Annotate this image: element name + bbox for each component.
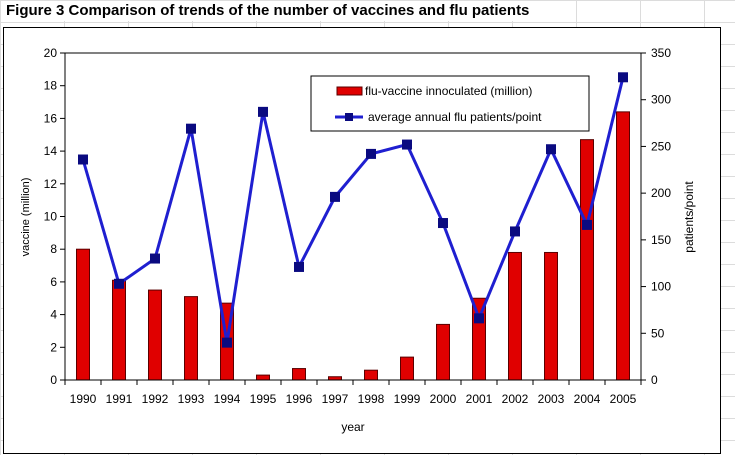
x-tick-label-1991: 1991 bbox=[106, 392, 133, 406]
vaccine-bar-2002 bbox=[508, 251, 522, 381]
flu-patients-point-1993 bbox=[186, 123, 196, 134]
right-tick-label-300: 300 bbox=[651, 93, 671, 107]
right-tick-label-350: 350 bbox=[651, 46, 671, 60]
right-tick-label-150: 150 bbox=[651, 233, 671, 247]
left-tick-label-2: 2 bbox=[50, 340, 57, 354]
legend-bar-swatch bbox=[336, 86, 363, 96]
x-tick-label-1995: 1995 bbox=[250, 392, 277, 406]
flu-patients-line bbox=[81, 76, 625, 343]
right-tick-label-100: 100 bbox=[651, 280, 671, 294]
left-tick-label-20: 20 bbox=[44, 46, 58, 60]
flu-patients-point-2003 bbox=[546, 144, 556, 155]
left-tick-label-10: 10 bbox=[44, 210, 58, 224]
flu-patients-point-2002 bbox=[510, 226, 520, 237]
left-tick-label-12: 12 bbox=[44, 177, 58, 191]
left-tick-label-4: 4 bbox=[50, 308, 57, 322]
legend: flu-vaccine innoculated (million) averag… bbox=[310, 75, 590, 132]
x-tick-label-2002: 2002 bbox=[502, 392, 529, 406]
flu-patients-point-2005 bbox=[618, 72, 628, 83]
flu-patients-point-2004 bbox=[582, 219, 592, 230]
left-tick-label-6: 6 bbox=[50, 275, 57, 289]
x-axis-label: year bbox=[341, 420, 364, 434]
x-tick-label-1998: 1998 bbox=[358, 392, 385, 406]
vaccine-bar-1992 bbox=[148, 289, 162, 381]
vaccine-bar-1998 bbox=[364, 369, 378, 381]
flu-patients-point-1992 bbox=[150, 253, 160, 264]
flu-patients-point-2001 bbox=[474, 313, 484, 324]
left-tick-label-18: 18 bbox=[44, 79, 58, 93]
x-tick-label-1999: 1999 bbox=[394, 392, 421, 406]
chart-frame: 0 2 4 6 8 10 12 14 16 18 20 0 50 100 150 200 250 300 350 … bbox=[3, 27, 721, 454]
flu-patients-point-1994 bbox=[222, 337, 232, 348]
left-tick-label-16: 16 bbox=[44, 111, 58, 125]
x-tick-label-2004: 2004 bbox=[574, 392, 601, 406]
flu-patients-point-1995 bbox=[258, 106, 268, 117]
x-tick-label-1993: 1993 bbox=[178, 392, 205, 406]
vaccine-bar-1991 bbox=[112, 279, 126, 381]
left-tick-label-8: 8 bbox=[50, 242, 57, 256]
left-tick-label-0: 0 bbox=[50, 373, 57, 387]
flu-patients-point-1999 bbox=[402, 139, 412, 150]
vaccine-bar-1995 bbox=[256, 374, 270, 381]
right-tick-label-0: 0 bbox=[651, 373, 658, 387]
vaccine-bar-1990 bbox=[76, 248, 90, 381]
legend-line-label: average annual flu patients/point bbox=[368, 110, 542, 124]
figure-title: Figure 3 Comparison of trends of the num… bbox=[6, 1, 534, 21]
vaccine-bar-2004 bbox=[580, 139, 594, 381]
x-tick-label-1994: 1994 bbox=[214, 392, 241, 406]
right-tick-label-50: 50 bbox=[651, 326, 665, 340]
flu-patients-point-1991 bbox=[114, 278, 124, 289]
flu-patients-point-1997 bbox=[330, 191, 340, 202]
legend-box bbox=[310, 75, 590, 132]
x-tick-label-2001: 2001 bbox=[466, 392, 493, 406]
flu-patients-point-1998 bbox=[366, 148, 376, 159]
right-axis-ticks: 0 50 100 150 200 250 300 350 bbox=[641, 46, 671, 387]
vaccine-bar-1996 bbox=[292, 368, 306, 381]
flu-patients-series bbox=[78, 72, 628, 348]
x-tick-label-2005: 2005 bbox=[610, 392, 637, 406]
vaccine-bar-2003 bbox=[544, 251, 558, 381]
right-tick-label-250: 250 bbox=[651, 139, 671, 153]
right-tick-label-200: 200 bbox=[651, 186, 671, 200]
legend-marker-swatch bbox=[345, 113, 353, 121]
flu-patients-point-1990 bbox=[78, 154, 88, 165]
flu-patients-point-1996 bbox=[294, 261, 304, 272]
x-tick-label-1996: 1996 bbox=[286, 392, 313, 406]
vaccine-bar-2000 bbox=[436, 323, 450, 381]
x-tick-label-1992: 1992 bbox=[142, 392, 169, 406]
x-tick-label-1990: 1990 bbox=[70, 392, 97, 406]
x-axis-ticks: 1990 1991 1992 1993 1994 1995 1996 1997 1998 1999… bbox=[64, 380, 642, 406]
y-axis-label-right: patients/point bbox=[682, 181, 696, 253]
y-axis-label-left: vaccine (million) bbox=[20, 178, 32, 257]
legend-bar-label: flu-vaccine innoculated (million) bbox=[365, 84, 532, 98]
x-tick-label-1997: 1997 bbox=[322, 392, 349, 406]
left-tick-label-14: 14 bbox=[44, 144, 58, 158]
vaccine-bar-2005 bbox=[616, 111, 630, 381]
x-tick-label-2000: 2000 bbox=[430, 392, 457, 406]
x-tick-label-2003: 2003 bbox=[538, 392, 565, 406]
vaccine-bar-1993 bbox=[184, 296, 198, 381]
vaccine-bars bbox=[76, 111, 630, 381]
flu-patients-point-2000 bbox=[438, 218, 448, 229]
vaccine-bar-1999 bbox=[400, 356, 414, 381]
left-axis-ticks: 0 2 4 6 8 10 12 14 16 18 20 bbox=[44, 46, 65, 387]
